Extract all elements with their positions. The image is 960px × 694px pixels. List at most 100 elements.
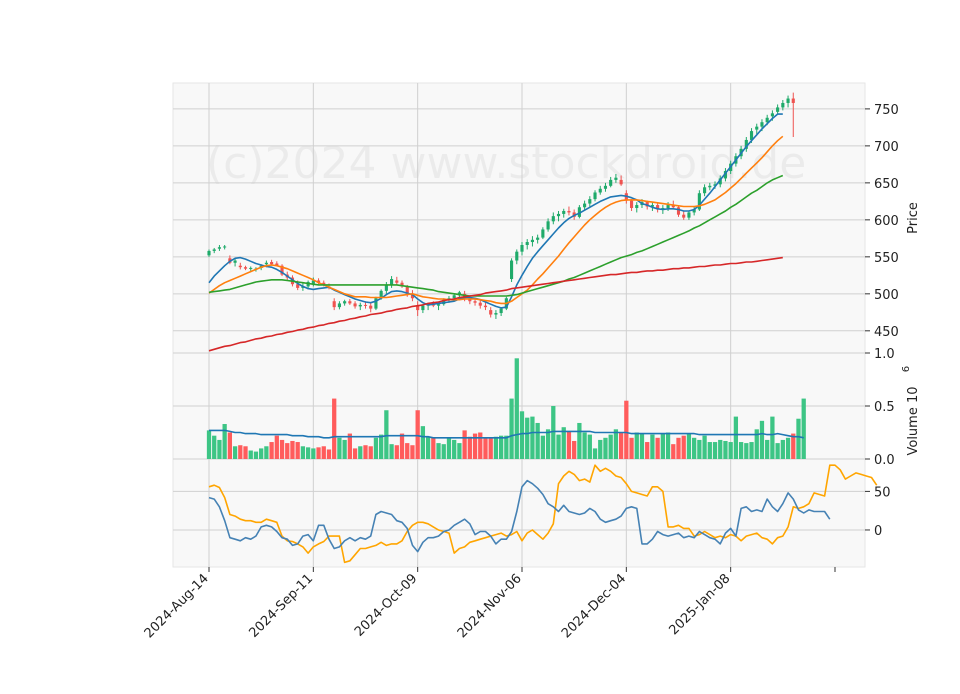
candle-body xyxy=(410,293,415,299)
candle-body xyxy=(781,102,785,108)
volume-bar xyxy=(660,433,665,459)
candle-body xyxy=(682,214,686,218)
candle-body xyxy=(249,267,253,269)
volume-bar xyxy=(692,437,697,459)
price-ma100-line xyxy=(208,256,783,352)
volume-bar xyxy=(509,398,514,459)
candle-body xyxy=(776,107,780,112)
volume-bar xyxy=(295,442,300,459)
candle-body xyxy=(687,212,691,218)
candle-body xyxy=(275,263,279,266)
candle-body xyxy=(436,304,441,306)
volume-bar xyxy=(337,437,342,459)
volume-bar xyxy=(363,445,368,459)
volume-bar xyxy=(535,422,540,459)
volume-bar xyxy=(253,451,259,459)
candle-body xyxy=(416,305,420,311)
candle-body xyxy=(765,117,769,123)
candle-body xyxy=(791,98,795,103)
x-tick-label: 2024-Nov-06 xyxy=(455,571,525,641)
candle-body xyxy=(217,247,221,249)
candle-body xyxy=(316,280,321,283)
candle-body xyxy=(510,260,514,280)
volume-bar xyxy=(326,449,332,459)
volume-bar xyxy=(608,434,613,459)
candle-body xyxy=(609,179,613,186)
volume-bar xyxy=(671,444,676,459)
volume-bar xyxy=(634,432,639,459)
candle-body xyxy=(603,185,608,189)
candle-body xyxy=(697,193,701,210)
price-y-tick-label: 450 xyxy=(874,325,899,340)
volume-bar xyxy=(206,430,212,459)
x-tick-label: 2025-Jan-08 xyxy=(666,571,733,638)
volume-bar xyxy=(770,416,775,459)
candle-body xyxy=(358,304,362,307)
candle-body xyxy=(296,284,300,288)
volume-bar xyxy=(551,406,556,459)
oscillator-y-tick-label: 50 xyxy=(874,485,891,500)
volume-bar xyxy=(613,429,619,459)
volume-bar xyxy=(394,445,399,459)
volume-bar xyxy=(765,439,770,459)
volume-bar xyxy=(290,440,295,459)
candle-body xyxy=(546,221,550,230)
candle-body xyxy=(405,286,409,294)
volume-bar xyxy=(556,434,561,459)
volume-bar xyxy=(358,446,363,459)
candle-body xyxy=(744,139,748,149)
volume-bar xyxy=(462,430,467,459)
candle-body xyxy=(212,249,216,251)
candle-body xyxy=(713,184,717,186)
candle-body xyxy=(629,200,634,209)
volume-bar xyxy=(587,434,592,459)
volume-bar xyxy=(785,437,791,459)
volume-bar xyxy=(504,435,509,459)
candle-body xyxy=(650,205,654,207)
volume-bar xyxy=(759,420,765,459)
volume-bar xyxy=(274,435,279,459)
volume-bar xyxy=(712,442,718,459)
price-y-tick-label: 700 xyxy=(874,140,899,155)
volume-bar xyxy=(718,439,723,459)
volume-bar xyxy=(238,445,243,459)
candle-body xyxy=(395,280,399,283)
candle-body xyxy=(588,199,592,204)
volume-bar xyxy=(582,432,587,459)
candle-body xyxy=(520,245,524,252)
candle-body xyxy=(343,301,347,304)
volume-bar xyxy=(707,442,712,459)
candle-body xyxy=(723,171,728,179)
volume-bar xyxy=(373,437,379,459)
volume-bar xyxy=(655,437,660,459)
candle-body xyxy=(530,239,534,243)
volume-bar xyxy=(420,426,426,459)
candle-body xyxy=(238,265,242,268)
volume-bar xyxy=(227,432,233,459)
volume-bar xyxy=(368,446,373,459)
candle-body xyxy=(567,210,571,213)
volume-bar xyxy=(681,435,686,459)
volume-y-tick-label: 1.0 xyxy=(874,347,895,362)
volume-bar xyxy=(796,418,801,459)
candle-body xyxy=(379,290,383,299)
candle-body xyxy=(353,303,357,307)
volume-bar xyxy=(269,442,274,459)
volume-bar xyxy=(592,448,598,459)
volume-bar xyxy=(457,443,462,459)
volume-bar xyxy=(212,435,217,459)
volume-bar xyxy=(540,435,546,459)
candle-body xyxy=(494,313,498,315)
volume-bar xyxy=(352,448,358,459)
candle-body xyxy=(332,301,336,308)
volume-bar xyxy=(264,446,269,459)
candle-body xyxy=(536,237,540,240)
candle-body xyxy=(708,185,712,188)
volume-bar xyxy=(488,437,493,459)
candle-body xyxy=(421,305,425,311)
volume-bar xyxy=(566,431,572,459)
volume-bar xyxy=(577,422,582,459)
volume-bar xyxy=(744,443,749,459)
candle-body xyxy=(718,178,722,185)
